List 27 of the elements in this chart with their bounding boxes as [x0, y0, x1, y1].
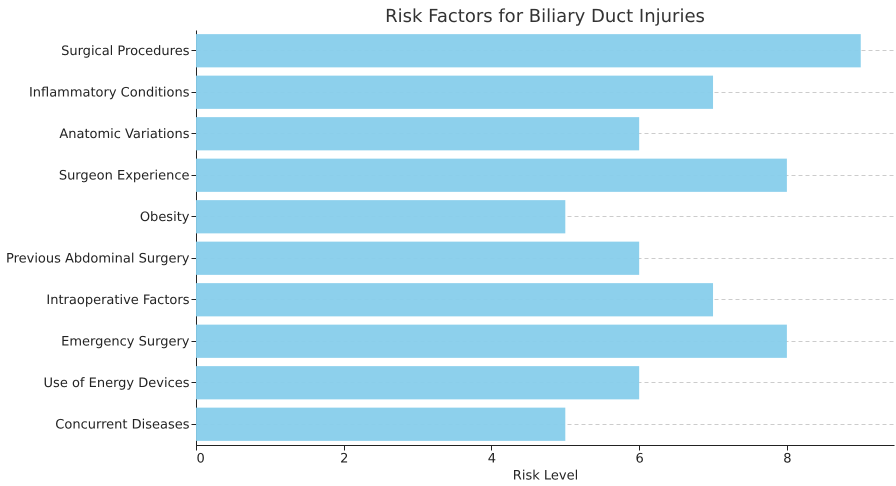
x-tick-label: 6 [636, 452, 644, 466]
x-tick-label: 8 [783, 452, 792, 466]
bar [196, 117, 640, 150]
bar [196, 158, 787, 192]
x-tick-label: 4 [488, 452, 496, 466]
x-axis-title: Risk Level [512, 468, 578, 484]
bar [196, 76, 714, 109]
y-tick-label: Surgeon Experience [58, 168, 190, 184]
bar [196, 283, 714, 316]
y-tick-label: Obesity [140, 210, 190, 225]
y-tick-label: Use of Energy Devices [44, 376, 190, 391]
y-tick-label: Intraoperative Factors [46, 292, 190, 308]
chart-title: Risk Factors for Biliary Duct Injuries [385, 6, 705, 27]
bar [196, 34, 861, 68]
bar [196, 408, 566, 441]
x-tick-label: 0 [196, 452, 205, 466]
y-tick-label: Inflammatory Conditions [28, 85, 190, 100]
bar [196, 366, 640, 400]
bar [196, 324, 787, 358]
y-tick-label: Surgical Procedures [61, 44, 190, 59]
x-tick-label: 2 [340, 452, 348, 466]
bar [196, 242, 640, 275]
bar [196, 200, 566, 234]
y-tick-label: Concurrent Diseases [55, 417, 190, 432]
y-tick-label: Anatomic Variations [59, 126, 190, 142]
y-tick-label: Emergency Surgery [61, 334, 190, 350]
y-tick-label: Previous Abdominal Surgery [6, 251, 190, 266]
